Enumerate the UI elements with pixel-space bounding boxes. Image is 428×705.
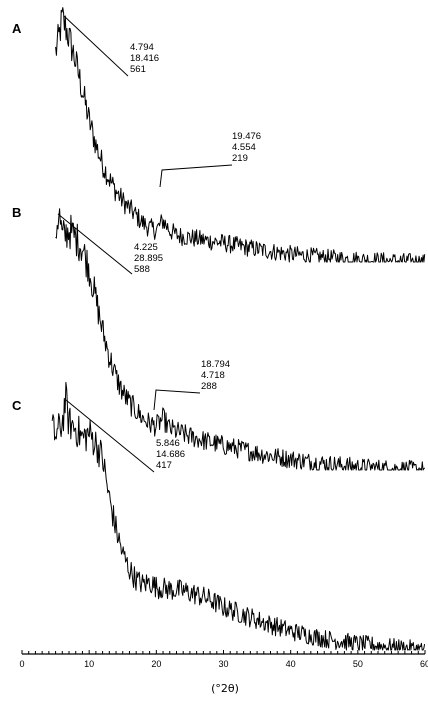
x-tick-label: 40 [286, 659, 296, 669]
peak-annotation-line: 4.718 [201, 370, 225, 381]
x-tick-label: 50 [353, 659, 363, 669]
peak-annotation-line: 588 [134, 264, 150, 275]
peak-annotation-line: 219 [232, 153, 248, 164]
panel-label: C [12, 398, 22, 413]
x-axis-title: (°2θ) [211, 682, 239, 695]
x-tick-label: 0 [19, 659, 24, 669]
diffraction-trace [55, 7, 426, 263]
peak-annotation-line: 288 [201, 381, 217, 392]
peak-leader-line [57, 213, 133, 275]
peak-leader-line [63, 15, 129, 77]
x-tick-label: 20 [151, 659, 161, 669]
peak-annotation-line: 18.416 [130, 53, 159, 64]
peak-annotation-line: 4.554 [232, 142, 256, 153]
peak-annotation-line: 28.895 [134, 253, 163, 264]
peak-annotation-line: 4.225 [134, 242, 158, 253]
x-tick-label: 60 [420, 659, 428, 669]
peak-leader-line [153, 389, 201, 411]
x-axis: (°2θ) 0 10 20 30 40 50 60 [19, 650, 428, 695]
panel-label: B [12, 205, 21, 220]
peak-annotation-line: 4.794 [130, 42, 154, 53]
peak-leader-line [65, 399, 155, 473]
peak-annotation-line: 5.846 [156, 438, 180, 449]
peak-annotation-line: 18.794 [201, 359, 230, 370]
x-tick-label: 10 [84, 659, 94, 669]
peak-annotation-line: 561 [130, 64, 146, 75]
peak-annotation-line: 19.476 [232, 131, 261, 142]
diffraction-trace [51, 381, 426, 651]
panel-label: A [12, 21, 22, 36]
peak-annotation-line: 14.686 [156, 449, 185, 460]
peak-leader-line [159, 164, 233, 188]
x-tick-label: 30 [218, 659, 228, 669]
diffraction-trace [55, 208, 426, 471]
peak-annotation-line: 417 [156, 460, 172, 471]
